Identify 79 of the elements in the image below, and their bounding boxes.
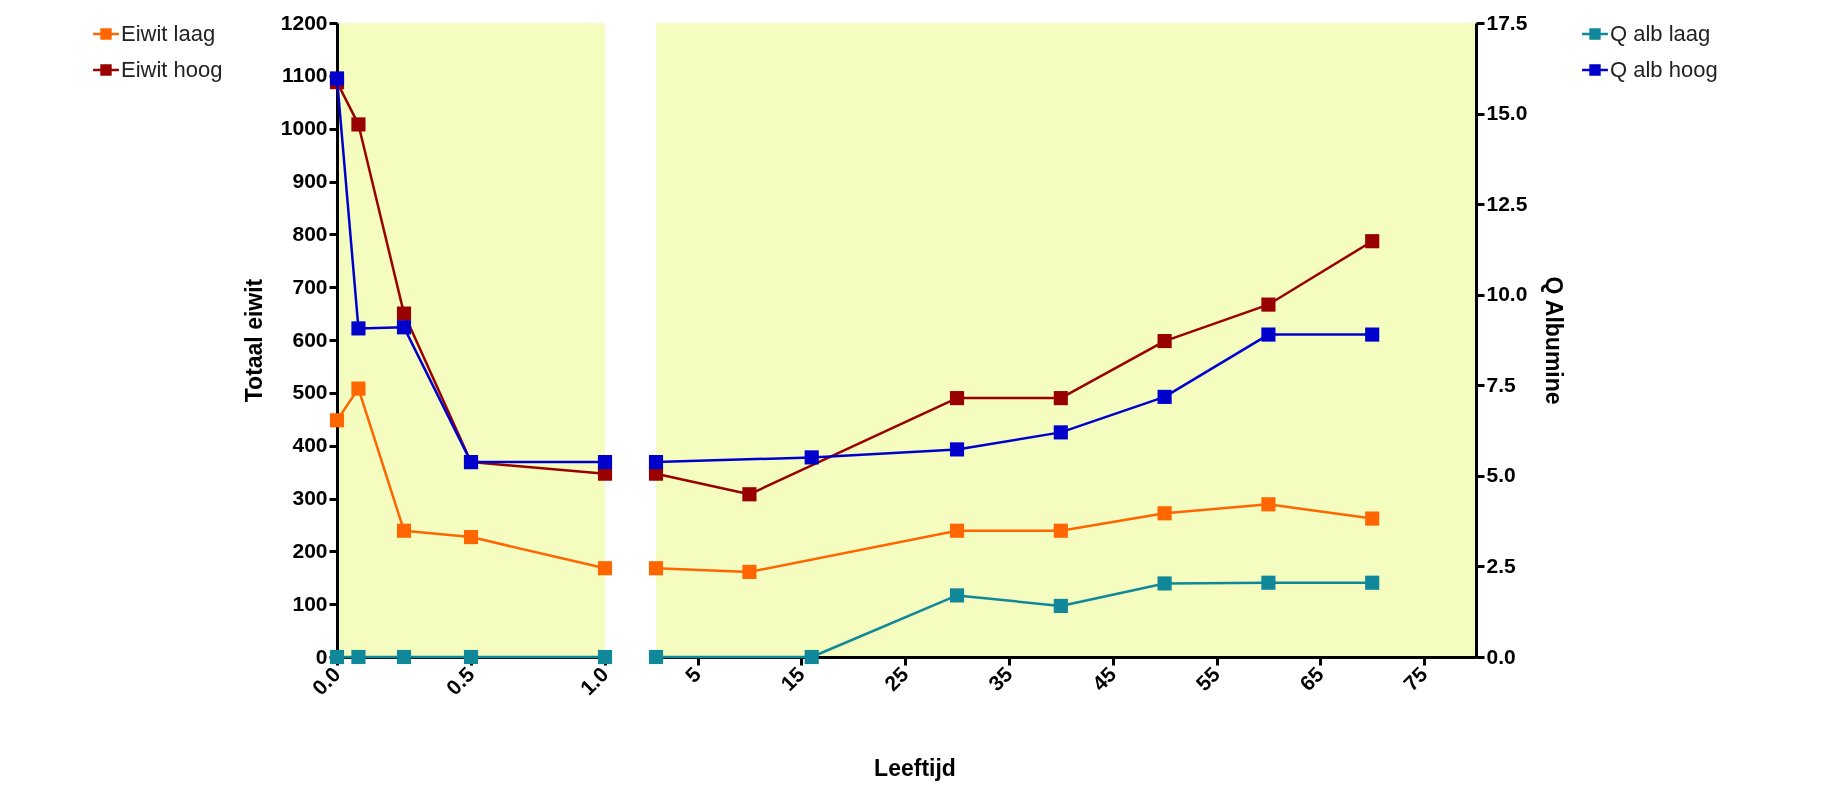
x-tick-label: 45 (1087, 662, 1121, 696)
point (1157, 506, 1172, 521)
point (804, 649, 819, 665)
y2-tick-label: 0.0 (1486, 644, 1516, 668)
point (396, 320, 412, 335)
point (1365, 234, 1380, 249)
point (396, 306, 412, 321)
point (1157, 576, 1172, 591)
legend-label: Eiwit hoog (121, 57, 223, 82)
y-tick-label: 300 (292, 486, 328, 509)
point (463, 530, 479, 545)
point (949, 523, 965, 538)
point (949, 588, 965, 603)
point (648, 455, 664, 470)
y2-tick-label: 5.0 (1486, 463, 1516, 487)
y-tick-label: 1100 (281, 63, 328, 87)
x-tick-label: 5 (680, 662, 706, 687)
point (1053, 523, 1068, 538)
y-tick-label: 700 (292, 274, 328, 298)
point (351, 381, 366, 396)
point (351, 117, 366, 132)
y-tick-label: 1200 (280, 10, 328, 34)
point (648, 649, 664, 665)
point (351, 321, 366, 336)
y-axis-title: Totaal eiwit (240, 278, 267, 403)
point (597, 561, 613, 576)
point (597, 455, 613, 470)
point (396, 523, 412, 538)
point (1053, 391, 1068, 406)
y2-tick-label: 2.5 (1486, 553, 1517, 577)
point (949, 442, 965, 457)
y-tick-label: 900 (292, 169, 328, 192)
x-tick-label: 75 (1398, 662, 1432, 696)
point (329, 413, 345, 428)
point (1365, 327, 1380, 342)
y-tick-label: 600 (292, 327, 328, 351)
y-tick-label: 800 (292, 221, 328, 245)
x-tick-label: 65 (1295, 662, 1329, 696)
legend-label: Q alb hoog (1610, 57, 1718, 82)
legend-label: Eiwit laag (121, 21, 216, 46)
x-tick-label: 1.0 (575, 662, 613, 700)
x-tick-label: 35 (983, 662, 1017, 696)
y2-tick-label: 15.0 (1486, 101, 1528, 125)
point (1053, 598, 1068, 613)
y2-tick-label: 10.0 (1486, 282, 1528, 306)
point (1157, 389, 1172, 404)
legend-label: Q alb laag (1610, 21, 1711, 46)
x-tick-label: 0.5 (441, 662, 479, 700)
point (804, 450, 819, 465)
y2-axis-title: Q Albumine (1541, 276, 1568, 405)
point (648, 561, 664, 576)
point (1261, 575, 1276, 590)
point (1261, 327, 1276, 342)
y2-tick-label: 7.5 (1486, 372, 1517, 396)
point (742, 487, 757, 502)
point (463, 649, 479, 665)
x-tick-label: 15 (776, 662, 810, 696)
y2-tick-label: 12.5 (1486, 191, 1528, 215)
y-tick-label: 500 (292, 380, 328, 404)
y2-tick-label: 17.5 (1486, 10, 1528, 34)
point (329, 71, 345, 86)
y-tick-label: 0 (315, 644, 328, 668)
y-tick-label: 400 (292, 433, 328, 457)
y-tick-label: 200 (292, 538, 328, 562)
y-tick-label: 100 (292, 591, 328, 615)
point (1261, 297, 1276, 312)
x-axis-title: Leeftijd (874, 754, 956, 781)
point (1157, 333, 1172, 349)
point (949, 391, 965, 406)
point (1365, 511, 1380, 526)
x-tick-label: 55 (1191, 662, 1225, 696)
point (396, 649, 412, 665)
point (1053, 425, 1068, 440)
point (742, 564, 757, 580)
x-tick-label: 25 (879, 662, 913, 696)
y-tick-label: 1000 (280, 116, 328, 140)
point (1261, 497, 1276, 512)
point (351, 649, 366, 665)
point (1365, 575, 1380, 590)
